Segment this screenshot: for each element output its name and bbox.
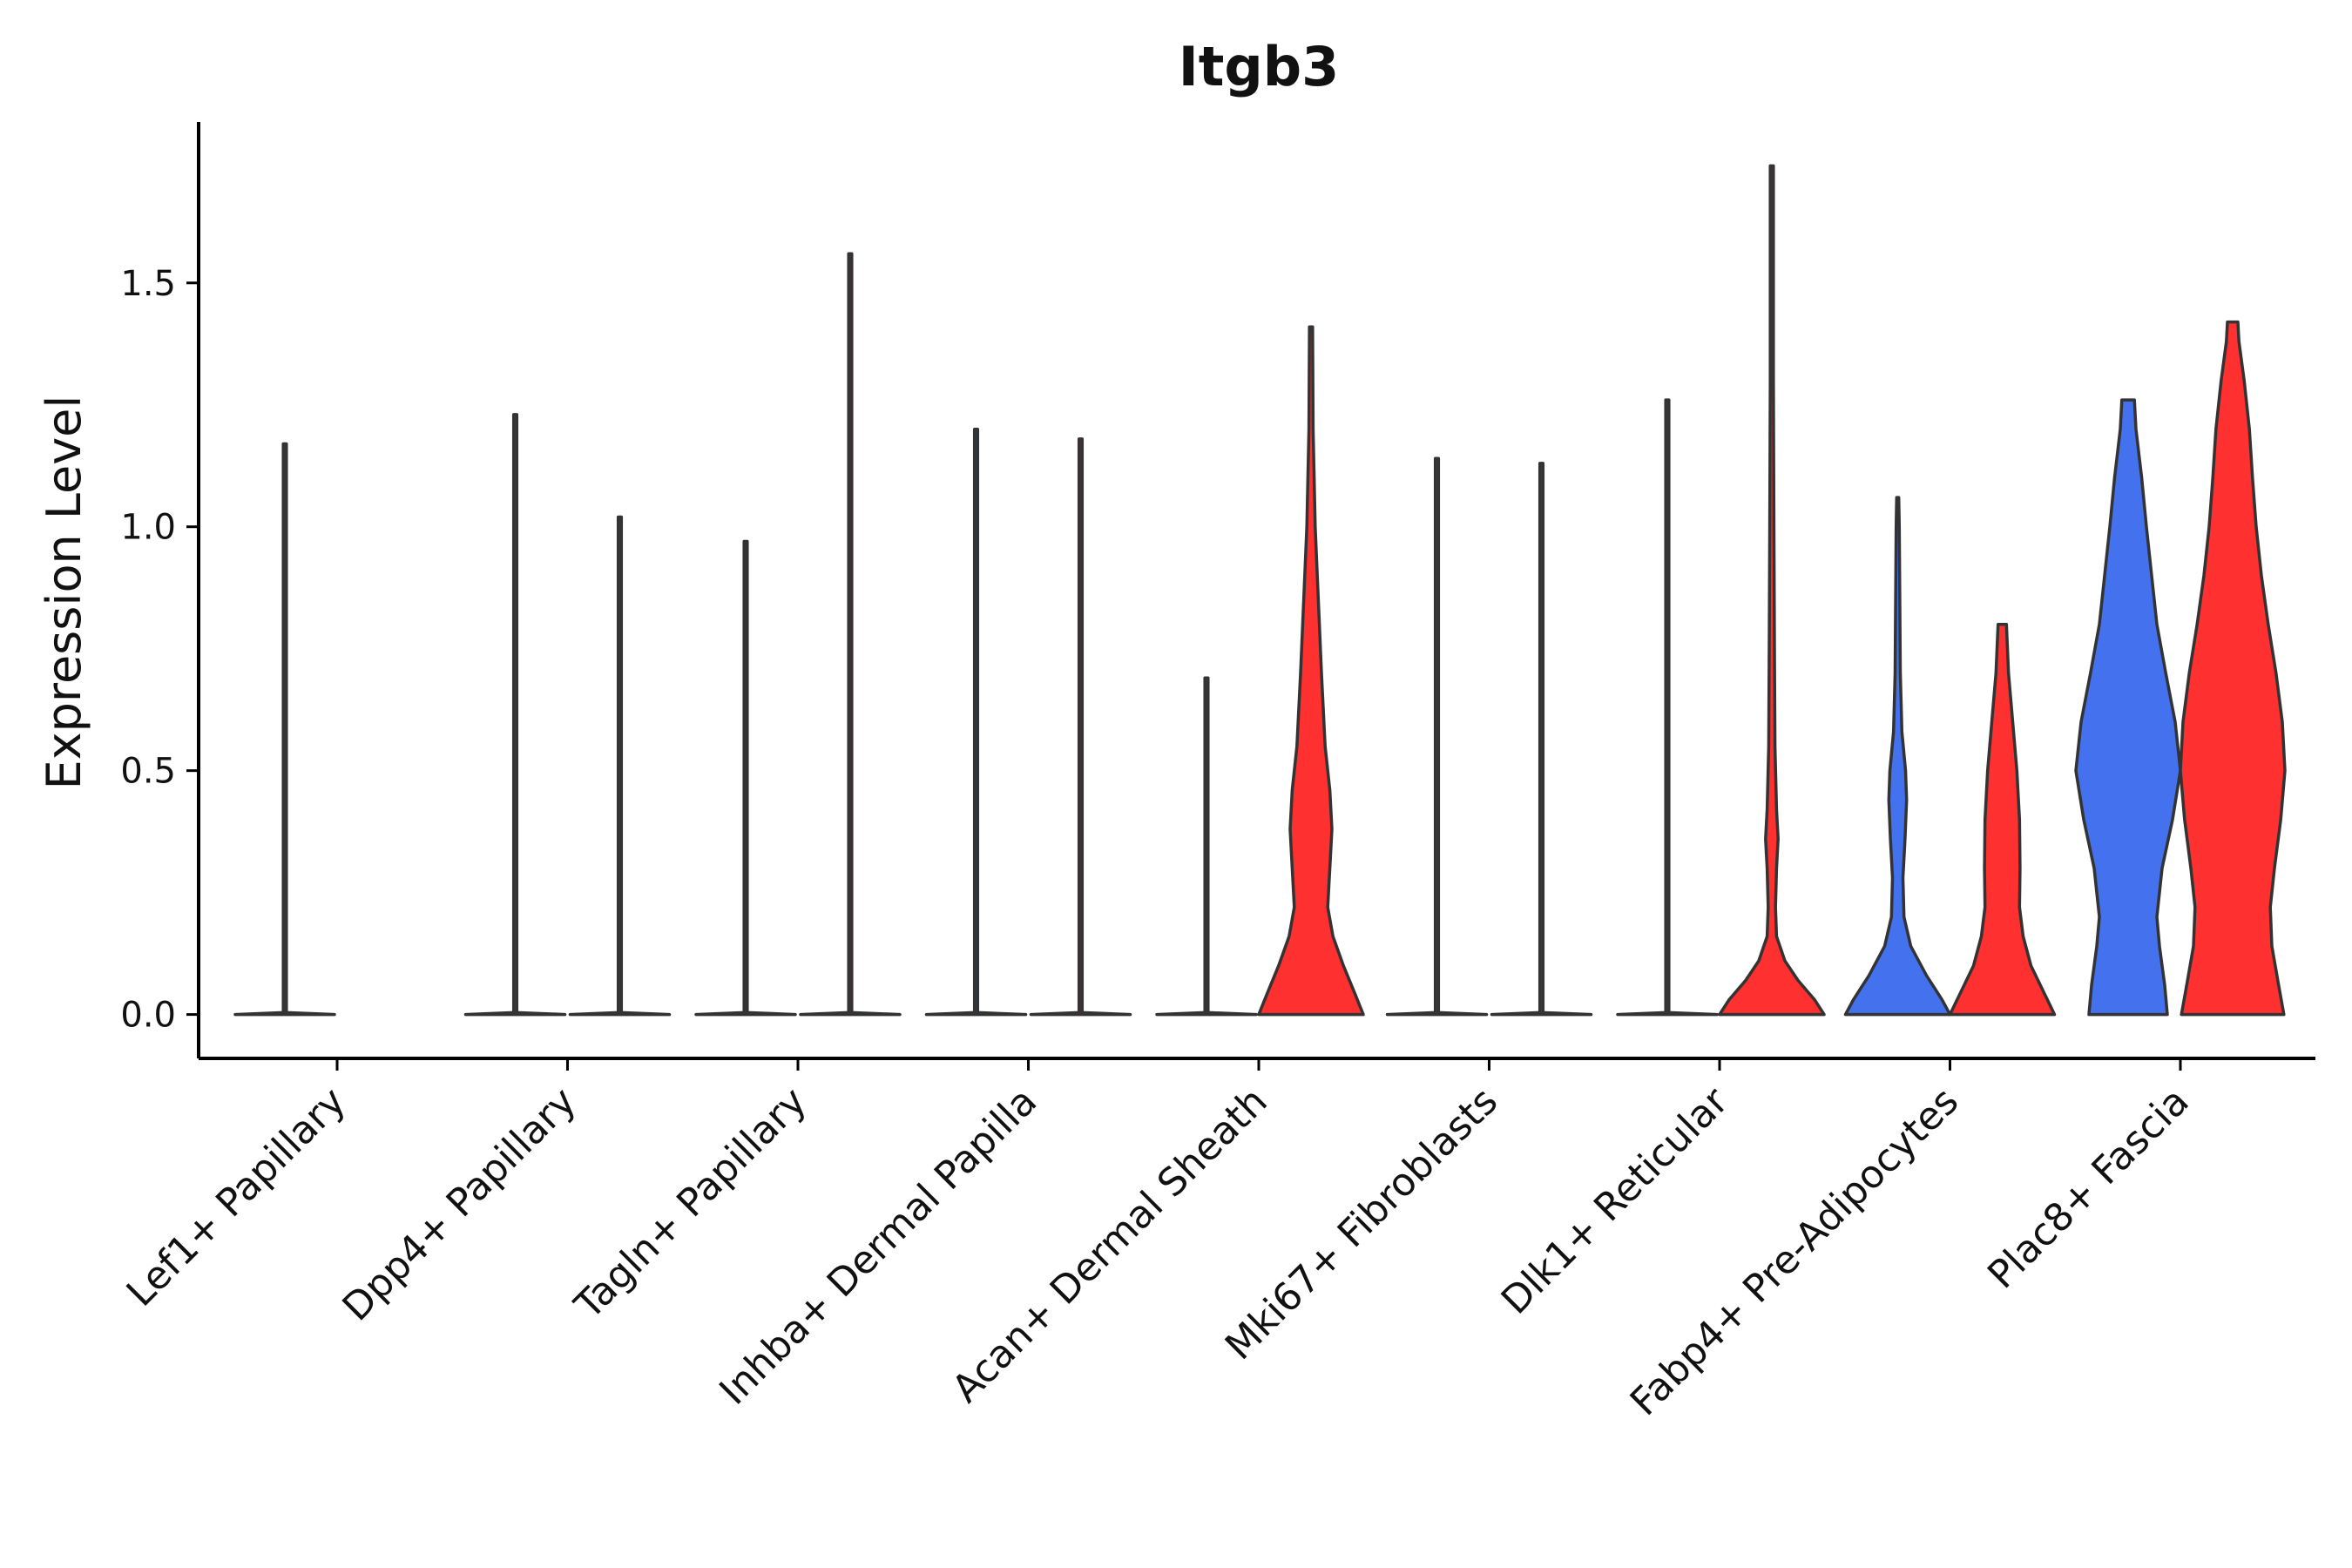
x-tick-label: Lef1+ Papillary [118, 1079, 355, 1315]
violin-group1-0 [233, 442, 336, 1017]
y-ticks: 0.0 0.5 1.0 1.5 [120, 264, 199, 1036]
violin-group2-1 [568, 515, 672, 1017]
y-axis-label: Expression Level [37, 395, 91, 790]
y-tick-label: 0.0 [120, 996, 176, 1036]
violin-group1-7 [1843, 496, 1952, 1017]
y-tick-label: 1.5 [120, 264, 176, 304]
violin-group1-6 [1616, 398, 1719, 1017]
violin-group2-5 [1490, 462, 1593, 1017]
violin-group2-6 [1718, 164, 1826, 1017]
x-tick-label: Plac8+ Fascia [1979, 1079, 2198, 1298]
violin-group1-3 [924, 427, 1028, 1017]
axes [197, 122, 2315, 1060]
violin-group1-8 [2074, 398, 2182, 1017]
violin-group1-1 [463, 413, 567, 1017]
x-tick-label: Dlk1+ Reticular [1493, 1078, 1738, 1323]
violin-group2-2 [799, 252, 902, 1017]
violin-group1-2 [694, 539, 797, 1017]
x-tick-label: Dpp4+ Papillary [335, 1079, 585, 1330]
violin-group1-5 [1385, 456, 1489, 1017]
chart-title: Itgb3 [1179, 35, 1340, 98]
violin-layer [233, 164, 2287, 1017]
violin-group2-7 [1948, 622, 2057, 1017]
y-tick-label: 0.5 [120, 752, 176, 792]
violin-group2-4 [1257, 325, 1365, 1017]
x-tick-label: Tagln+ Papillary [566, 1079, 815, 1328]
violin-group1-4 [1155, 676, 1258, 1017]
violin-group2-8 [2179, 320, 2287, 1017]
y-tick-label: 1.0 [120, 508, 176, 548]
violin-group2-3 [1029, 437, 1132, 1017]
